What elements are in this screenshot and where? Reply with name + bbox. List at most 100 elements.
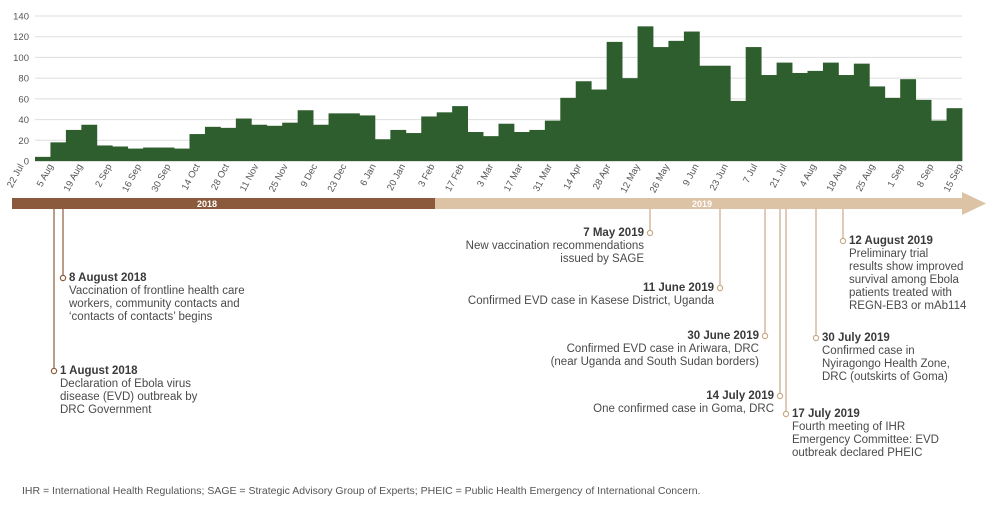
bar	[699, 65, 716, 161]
x-tick-label: 8 Sep	[915, 162, 936, 189]
bar	[313, 124, 329, 161]
year-label-2019: 2019	[692, 199, 712, 209]
y-tick-label: 80	[18, 74, 29, 85]
x-tick-label: 5 Aug	[35, 162, 56, 189]
annotation-text: Preliminary trial results show improved …	[849, 248, 967, 312]
annotation-date: 7 May 2019	[583, 227, 644, 239]
x-tick-label: 16 Sep	[120, 162, 144, 194]
bar	[606, 41, 623, 162]
bar	[544, 120, 561, 161]
bar	[575, 81, 592, 161]
bar	[931, 120, 947, 161]
x-tick-label: 17 Mar	[502, 162, 526, 193]
annotation-date: 11 June 2019	[643, 282, 714, 294]
bar	[359, 115, 376, 161]
bar	[266, 125, 283, 161]
bar	[591, 89, 608, 161]
y-axis-ticks: 0 20 40 60 80 100 120 140	[13, 12, 29, 168]
annotation-date: 30 June 2019	[687, 330, 759, 342]
timeline-2018-band	[12, 198, 435, 209]
annotation-date: 14 July 2019	[706, 390, 774, 402]
annotation-11-jun-2019: 11 June 2019 Confirmed EVD case in Kases…	[454, 282, 714, 308]
bar	[127, 148, 144, 161]
x-tick-label: 23 Dec	[326, 162, 350, 194]
bar	[297, 110, 314, 161]
x-tick-label: 25 Aug	[854, 162, 878, 193]
x-tick-label: 15 Sep	[942, 162, 966, 194]
bar	[745, 47, 762, 162]
bar	[714, 65, 731, 161]
x-tick-label: 17 Feb	[443, 162, 467, 193]
bar	[35, 156, 51, 161]
bar	[174, 148, 190, 161]
annotation-12-aug-2019: 12 August 2019 Preliminary trial results…	[849, 235, 994, 313]
bar	[204, 126, 221, 161]
y-tick-label: 140	[13, 12, 29, 23]
bar	[143, 147, 159, 161]
annotation-text: Fourth meeting of IHR Emergency Committe…	[792, 421, 939, 459]
bar	[915, 99, 932, 161]
annotation-date: 1 August 2018	[60, 365, 138, 377]
bar	[776, 62, 793, 161]
x-tick-label: 14 Apr	[562, 162, 585, 191]
bar	[328, 113, 345, 161]
bar	[436, 112, 453, 161]
bar	[65, 129, 82, 161]
x-tick-label: 14 Oct	[180, 162, 203, 192]
bar	[344, 113, 360, 161]
bar	[282, 122, 299, 161]
bar	[220, 127, 237, 161]
bar	[513, 132, 530, 161]
x-tick-label: 1 Sep	[886, 162, 907, 189]
bar	[251, 124, 268, 161]
annotation-8-aug-2018: 8 August 2018 Vaccination of frontline h…	[69, 272, 299, 324]
annotation-text: New vaccination recommendations issued b…	[465, 240, 644, 265]
annotation-text: Confirmed EVD case in Ariwara, DRC (near…	[550, 343, 759, 368]
bar	[483, 136, 499, 161]
annotation-text: Declaration of Ebola virus disease (EVD)…	[60, 378, 198, 416]
x-tick-label: 23 Jun	[708, 162, 731, 192]
bar	[158, 147, 175, 161]
bar	[761, 75, 777, 161]
x-tick-label: 11 Nov	[238, 162, 262, 193]
bar	[112, 146, 129, 161]
bar	[900, 79, 917, 161]
bar	[683, 31, 700, 161]
annotation-1-aug-2018: 1 August 2018 Declaration of Ebola virus…	[60, 365, 250, 417]
x-tick-label: 3 Mar	[475, 162, 496, 189]
x-tick-label: 19 Aug	[62, 162, 86, 193]
bar	[730, 100, 747, 161]
x-tick-label: 7 Jul	[741, 162, 760, 185]
annotation-17-jul-2019: 17 July 2019 Fourth meeting of IHR Emerg…	[792, 408, 962, 460]
timeline-arrow: 2018 2019	[12, 192, 986, 215]
bar	[792, 72, 808, 161]
timeline-2019-band	[435, 192, 986, 215]
x-tick-label: 22 Jul	[5, 162, 27, 190]
y-tick-label: 60	[18, 94, 29, 105]
x-tick-label: 28 Apr	[591, 162, 614, 191]
annotation-leader-lines	[50, 209, 847, 418]
x-tick-label: 6 Jan	[358, 162, 379, 188]
annotation-date: 17 July 2019	[792, 408, 860, 420]
bar	[668, 40, 685, 161]
bar	[637, 26, 654, 161]
x-tick-label: 2 Sep	[93, 162, 114, 189]
bar	[421, 116, 438, 161]
x-tick-label: 28 Oct	[209, 162, 232, 192]
bar	[50, 142, 67, 161]
bar	[390, 129, 407, 161]
annotation-30-jul-2019: 30 July 2019 Confirmed case in Nyiragong…	[822, 332, 982, 384]
bar	[498, 123, 515, 161]
bar	[235, 118, 252, 161]
bar	[869, 86, 886, 161]
y-tick-label: 40	[18, 115, 29, 126]
bar	[853, 63, 870, 162]
bar	[374, 139, 391, 161]
annotation-14-jul-2019: 14 July 2019 One confirmed case in Goma,…	[560, 390, 774, 416]
annotation-date: 12 August 2019	[849, 235, 933, 247]
year-label-2018: 2018	[197, 199, 217, 209]
x-tick-label: 30 Sep	[150, 162, 174, 194]
annotation-7-may-2019: 7 May 2019 New vaccination recommendatio…	[440, 227, 644, 266]
y-tick-label: 100	[13, 53, 29, 64]
